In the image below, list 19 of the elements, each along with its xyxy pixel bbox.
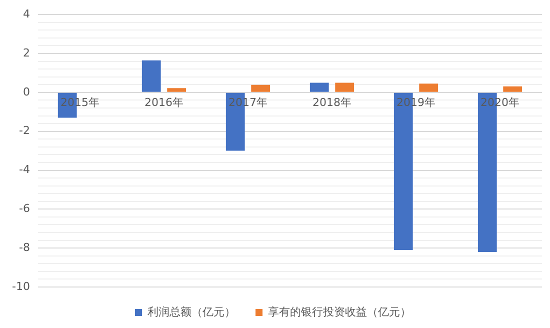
y-tick-label: -2 (19, 124, 30, 138)
x-tick-label: 2016年 (144, 96, 184, 109)
y-tick-label: 4 (22, 7, 30, 20)
y-tick-label: -8 (19, 240, 30, 254)
y-tick-label: 0 (22, 85, 30, 98)
bar (142, 60, 161, 92)
bar (310, 82, 329, 92)
y-tick-label: -4 (19, 163, 30, 176)
y-tick-label: -10 (12, 280, 30, 293)
legend-label: 利润总额（亿元） (148, 305, 236, 318)
bar (419, 84, 438, 92)
x-tick-label: 2018年 (312, 96, 352, 109)
legend-label: 享有的银行投资收益（亿元） (268, 305, 411, 318)
y-tick-label: -6 (19, 202, 30, 216)
y-tick-label: 2 (22, 46, 30, 60)
bar (167, 88, 186, 92)
bar (335, 82, 354, 92)
bar (503, 86, 522, 92)
bar (251, 84, 270, 92)
